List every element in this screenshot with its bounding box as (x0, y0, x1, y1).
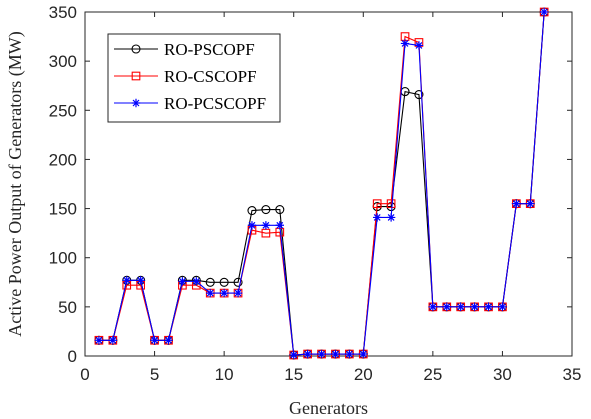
data-point-asterisk (456, 302, 465, 312)
data-point-asterisk (261, 221, 271, 230)
y-tick-label: 150 (49, 200, 77, 219)
data-point-asterisk (108, 336, 118, 345)
data-point-asterisk (373, 213, 382, 222)
x-tick-label: 0 (80, 365, 89, 384)
x-tick-label: 10 (215, 365, 234, 384)
data-point-asterisk (178, 277, 187, 286)
data-point-circle (131, 44, 141, 54)
legend-item: RO-CSCOPF (114, 67, 257, 86)
data-point-asterisk (414, 41, 424, 50)
data-point-square (386, 199, 396, 209)
data-point-asterisk (192, 277, 201, 286)
data-point-asterisk (247, 221, 257, 230)
data-point-asterisk (136, 276, 145, 285)
data-point-asterisk (164, 336, 173, 345)
data-point-asterisk (275, 221, 284, 230)
data-point-asterisk (233, 288, 243, 298)
data-point-circle (205, 277, 215, 287)
data-point-asterisk (122, 276, 131, 285)
x-tick-label: 25 (423, 365, 442, 384)
data-point-circle (275, 205, 285, 215)
data-point-square (372, 199, 382, 209)
data-point-asterisk (470, 302, 479, 312)
data-point-asterisk (303, 349, 312, 359)
legend-item: RO-PCSCOPF (114, 94, 266, 113)
data-point-asterisk (94, 336, 104, 345)
data-point-asterisk (498, 302, 507, 312)
data-point-asterisk (289, 350, 298, 360)
data-point-circle (414, 90, 424, 100)
data-point-asterisk (400, 39, 410, 48)
x-axis-ticks: 0 5 10 15 20 25 30 35 (80, 12, 581, 384)
data-point-asterisk (150, 336, 159, 345)
y-tick-label: 350 (49, 3, 77, 22)
data-point-circle (247, 205, 257, 216)
data-point-circle (219, 277, 229, 287)
x-tick-label: 15 (284, 365, 303, 384)
y-tick-label: 0 (68, 347, 77, 366)
data-point-asterisk (442, 302, 451, 312)
x-axis-label: Generators (289, 398, 368, 418)
data-point-asterisk (345, 349, 354, 359)
legend: RO-PSCOPF RO-CSCOPF RO-PCSCOPF (107, 33, 281, 123)
legend-label: RO-CSCOPF (164, 67, 257, 86)
data-point-square (131, 71, 141, 81)
data-point-asterisk (428, 302, 438, 312)
y-tick-label: 250 (49, 101, 77, 120)
plot-area-border (84, 11, 573, 357)
legend-label: RO-PCSCOPF (164, 94, 266, 113)
y-tick-label: 100 (49, 249, 77, 268)
x-tick-label: 5 (150, 365, 159, 384)
y-tick-label: 300 (49, 52, 77, 71)
data-point-circle (233, 277, 243, 287)
data-point-asterisk (484, 302, 493, 312)
data-point-asterisk (206, 288, 215, 298)
data-point-asterisk (359, 349, 368, 359)
data-point-asterisk (219, 288, 229, 298)
x-tick-label: 20 (354, 365, 373, 384)
data-point-asterisk (331, 349, 340, 359)
series-layer (94, 7, 549, 360)
data-point-asterisk (131, 98, 141, 108)
y-axis-ticks: 0 50 100 150 200 250 300 350 (49, 3, 572, 366)
data-point-circle (261, 205, 271, 215)
plot-frame (84, 11, 573, 357)
y-tick-label: 50 (58, 298, 77, 317)
data-point-asterisk (386, 213, 396, 222)
x-tick-label: 30 (493, 365, 512, 384)
data-point-asterisk (526, 199, 535, 208)
data-point-asterisk (317, 349, 326, 359)
legend-item: RO-PSCOPF (114, 40, 255, 59)
series-ro-pcscopf (94, 7, 549, 360)
data-point-asterisk (539, 7, 549, 17)
x-tick-label: 35 (563, 365, 582, 384)
y-tick-label: 200 (49, 150, 77, 169)
legend-label: RO-PSCOPF (164, 40, 255, 59)
data-point-asterisk (512, 199, 521, 208)
y-axis-label: Active Power Output of Generators (MW) (5, 31, 26, 336)
